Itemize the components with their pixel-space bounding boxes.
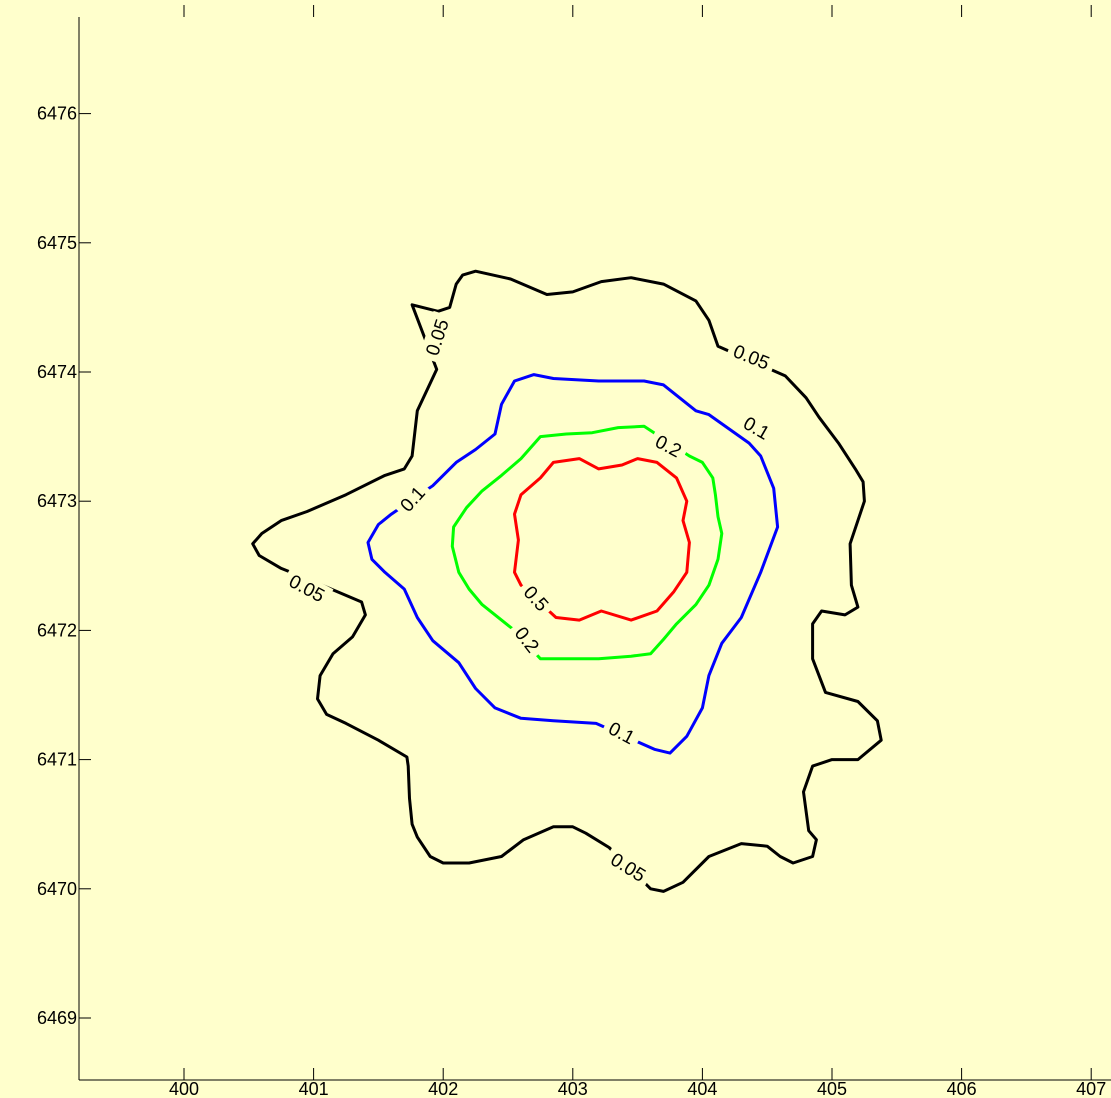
contour-label-gap — [418, 310, 455, 364]
y-tick-label: 6472 — [37, 620, 77, 640]
x-tick-label: 407 — [1076, 1079, 1106, 1098]
y-ticks: 6469 6470 6471 6472 6473 6474 6475 6476 — [37, 104, 91, 1028]
contour-label-gap — [280, 566, 334, 609]
contour-label-gap — [647, 427, 691, 464]
x-tick-label: 403 — [558, 1079, 588, 1098]
y-tick-label: 6474 — [37, 362, 77, 382]
y-tick-label: 6473 — [37, 491, 77, 511]
contour-line-0.2 — [450, 424, 724, 661]
x-tick-label: 401 — [299, 1079, 329, 1098]
contour-label-gap — [602, 844, 655, 889]
contour-line-0.05 — [251, 269, 883, 893]
x-tick-label: 405 — [817, 1079, 847, 1098]
contour-label-gap — [600, 714, 644, 751]
x-tick-label: 404 — [687, 1079, 717, 1098]
contour-line-0.1 — [366, 373, 780, 755]
y-tick-label: 6469 — [37, 1008, 77, 1028]
y-tick-label: 6475 — [37, 233, 77, 253]
contour-label-gap — [725, 337, 778, 376]
contour-label-gap — [735, 408, 779, 447]
contour-label-gap — [391, 477, 433, 520]
y-tick-label: 6470 — [37, 879, 77, 899]
contour-label-gap — [507, 618, 548, 661]
contour-lines — [251, 269, 883, 893]
x-tick-label: 406 — [947, 1079, 977, 1098]
x-tick-label: 402 — [428, 1079, 458, 1098]
axes — [78, 17, 1111, 1081]
y-tick-label: 6476 — [37, 104, 77, 124]
y-tick-label: 6471 — [37, 750, 77, 770]
x-ticks: 400 401 402 403 404 405 406 407 — [169, 5, 1106, 1098]
contour-line-0.5 — [513, 457, 691, 622]
x-tick-label: 400 — [169, 1079, 199, 1098]
contour-label-gap — [515, 576, 558, 620]
